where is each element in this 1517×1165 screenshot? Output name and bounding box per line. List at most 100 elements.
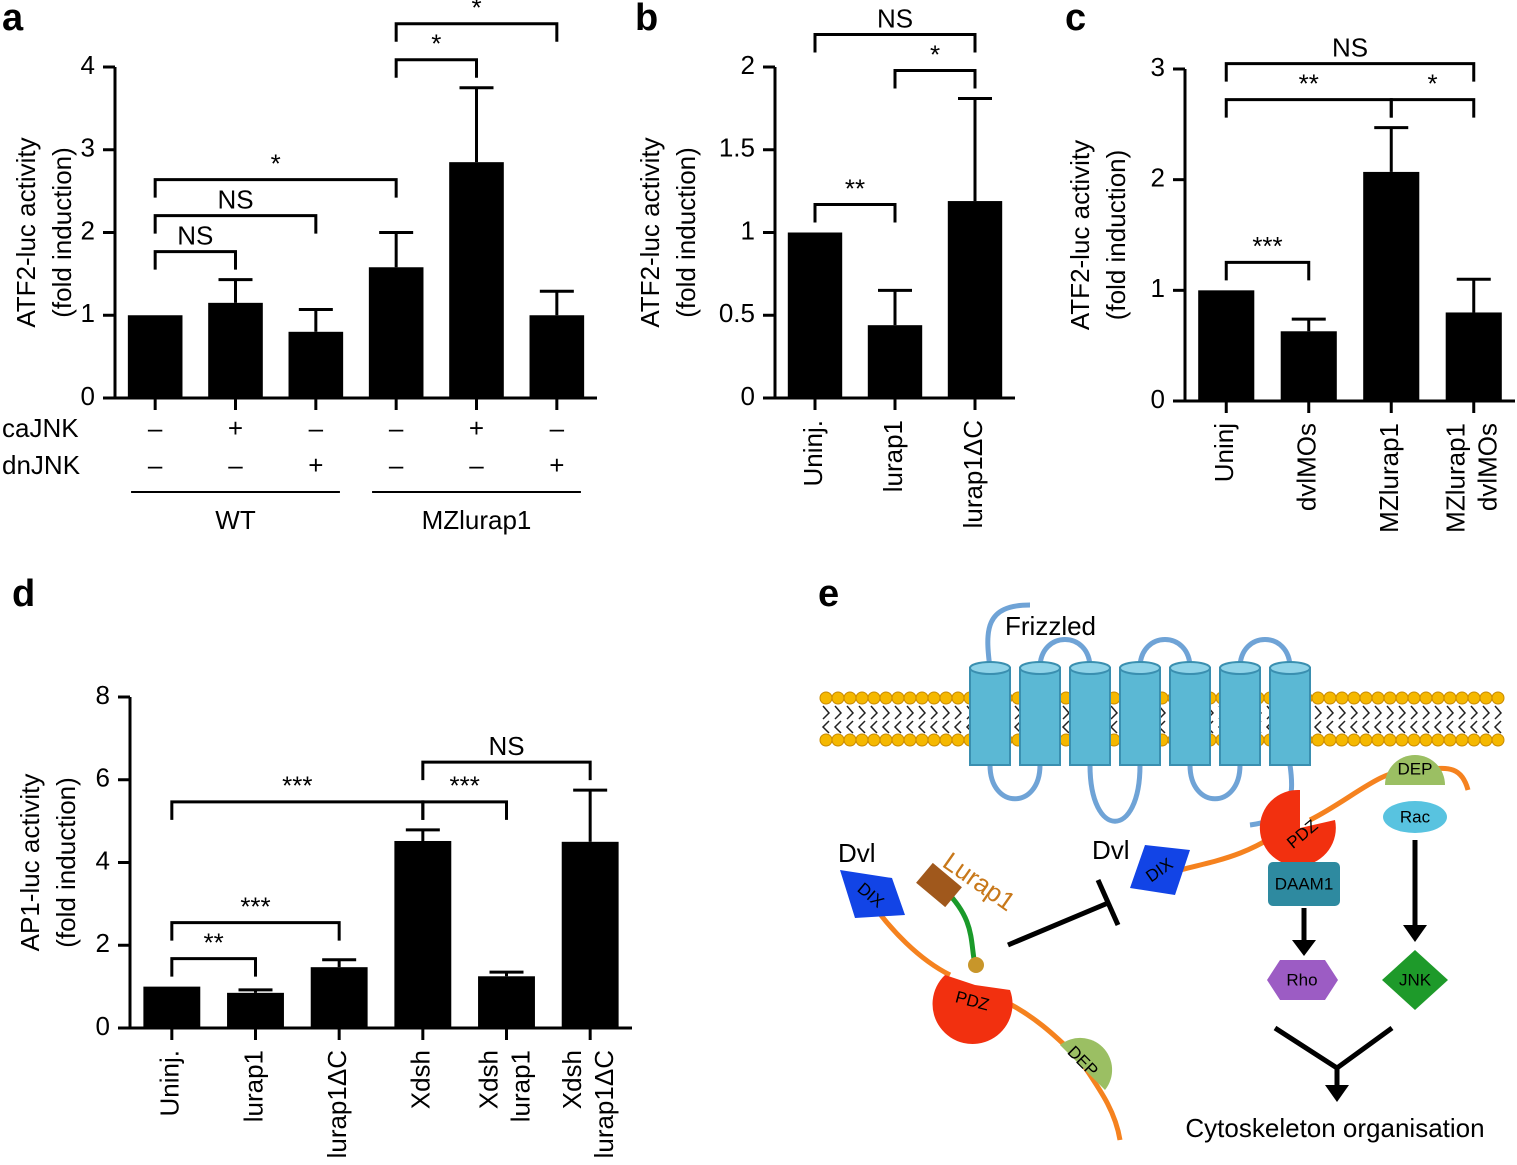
lipid-tail: [1385, 705, 1395, 734]
panel-label: a: [2, 0, 24, 39]
bar: [787, 232, 843, 398]
x-tick-label: dvlMOs: [1473, 423, 1503, 511]
lipid-tail: [953, 705, 963, 734]
y-axis-label: (fold induction): [1101, 150, 1131, 321]
y-tick-label: 6: [96, 763, 110, 793]
lipid-tail: [893, 705, 903, 734]
x-tick-label: lurap1ΔC: [958, 420, 988, 528]
lipid-head: [891, 691, 905, 705]
lipid-tail: [881, 705, 891, 734]
significance-label: **: [845, 173, 865, 203]
lipid-head: [855, 733, 869, 747]
significance-label: ***: [449, 771, 479, 801]
jnk-label: JNK: [1399, 970, 1432, 989]
row-mark: +: [228, 413, 243, 443]
y-tick-label: 1: [1151, 273, 1165, 303]
membrane: [819, 691, 1505, 747]
y-tick-label: 4: [81, 50, 95, 80]
lipid-head: [819, 733, 833, 747]
significance-label: NS: [488, 731, 524, 761]
jnk-node: [1382, 950, 1448, 1010]
dep-domain: [1060, 1037, 1113, 1090]
daam1-node: [1268, 862, 1340, 906]
lipid-head: [1359, 691, 1373, 705]
lipid-tail: [1313, 705, 1323, 734]
bar: [1198, 290, 1255, 401]
lipid-head: [1371, 691, 1385, 705]
row-label: dnJNK: [2, 450, 81, 480]
row-mark: +: [469, 413, 484, 443]
y-tick-label: 0: [81, 381, 95, 411]
significance-bracket: [153, 214, 318, 234]
significance-bracket: [170, 957, 257, 977]
lipid-tail: [1409, 705, 1419, 734]
row-mark: –: [148, 450, 163, 480]
significance-bracket: [153, 250, 237, 270]
lipid-head: [1311, 691, 1325, 705]
inner-loops: [987, 764, 1243, 824]
helix: [1169, 667, 1211, 766]
lipid-head: [1431, 733, 1445, 747]
significance-label: ***: [240, 892, 270, 922]
lipid-head: [927, 733, 941, 747]
y-axis-label: (fold induction): [51, 777, 81, 948]
lipid-head: [1407, 733, 1421, 747]
row-mark: –: [309, 413, 324, 443]
significance-bracket: [893, 68, 977, 89]
lipid-head: [831, 733, 845, 747]
domain-label: DEP: [1398, 759, 1433, 778]
row-mark: +: [308, 450, 323, 480]
lipid-tail: [845, 705, 855, 734]
row-mark: –: [228, 450, 243, 480]
lipid-head: [1311, 733, 1325, 747]
lipid-head: [1467, 733, 1481, 747]
lipid-head: [1443, 691, 1457, 705]
lipid-tail: [1421, 705, 1431, 734]
rac-node: [1383, 801, 1447, 833]
lipid-head: [1419, 691, 1433, 705]
y-tick-label: 0: [741, 381, 755, 411]
y-tick-label: 8: [96, 680, 110, 710]
lipid-head: [855, 691, 869, 705]
row-mark: –: [550, 413, 565, 443]
significance-bracket: [170, 800, 425, 820]
lipid-head: [1347, 691, 1361, 705]
y-tick-label: 2: [81, 215, 95, 245]
significance-bracket: [421, 800, 508, 820]
row-mark: –: [389, 413, 404, 443]
lipid-head: [927, 691, 941, 705]
y-axis-label: (fold induction): [671, 147, 701, 318]
y-axis-label: AP1-luc activity: [15, 774, 45, 952]
lipid-tail: [1481, 705, 1491, 734]
lurap1-node: [916, 862, 962, 908]
row-mark: +: [549, 450, 564, 480]
lipid-head: [879, 733, 893, 747]
lipid-tail: [905, 705, 915, 734]
y-tick-label: 2: [1151, 163, 1165, 193]
lurap1-tail: [968, 957, 984, 973]
significance-bracket: [813, 32, 977, 53]
x-tick-label: Uninj.: [155, 1050, 185, 1116]
significance-label: ***: [282, 771, 312, 801]
lipid-tail: [833, 705, 843, 734]
row-mark: –: [389, 450, 404, 480]
lipid-head: [1323, 691, 1337, 705]
lipid-head: [1335, 733, 1349, 747]
row-label: caJNK: [2, 413, 79, 443]
lipid-head: [1347, 733, 1361, 747]
lipid-tail: [1373, 705, 1383, 734]
panel-label: e: [818, 573, 839, 615]
lipid-tail: [857, 705, 867, 734]
x-tick-label: Xdsh: [406, 1050, 436, 1109]
significance-bracket: [170, 921, 341, 941]
y-axis-label: ATF2-luc activity: [635, 137, 665, 327]
significance-bracket: [1224, 260, 1311, 281]
bar: [1445, 312, 1502, 401]
lipid-tail: [821, 705, 831, 734]
bar: [867, 325, 923, 398]
lipid-tail: [929, 705, 939, 734]
helix-top: [969, 661, 1011, 675]
x-tick-label: dvlMOs: [1292, 423, 1322, 511]
pdz-domain: [932, 975, 1013, 1045]
lipid-head: [951, 691, 965, 705]
